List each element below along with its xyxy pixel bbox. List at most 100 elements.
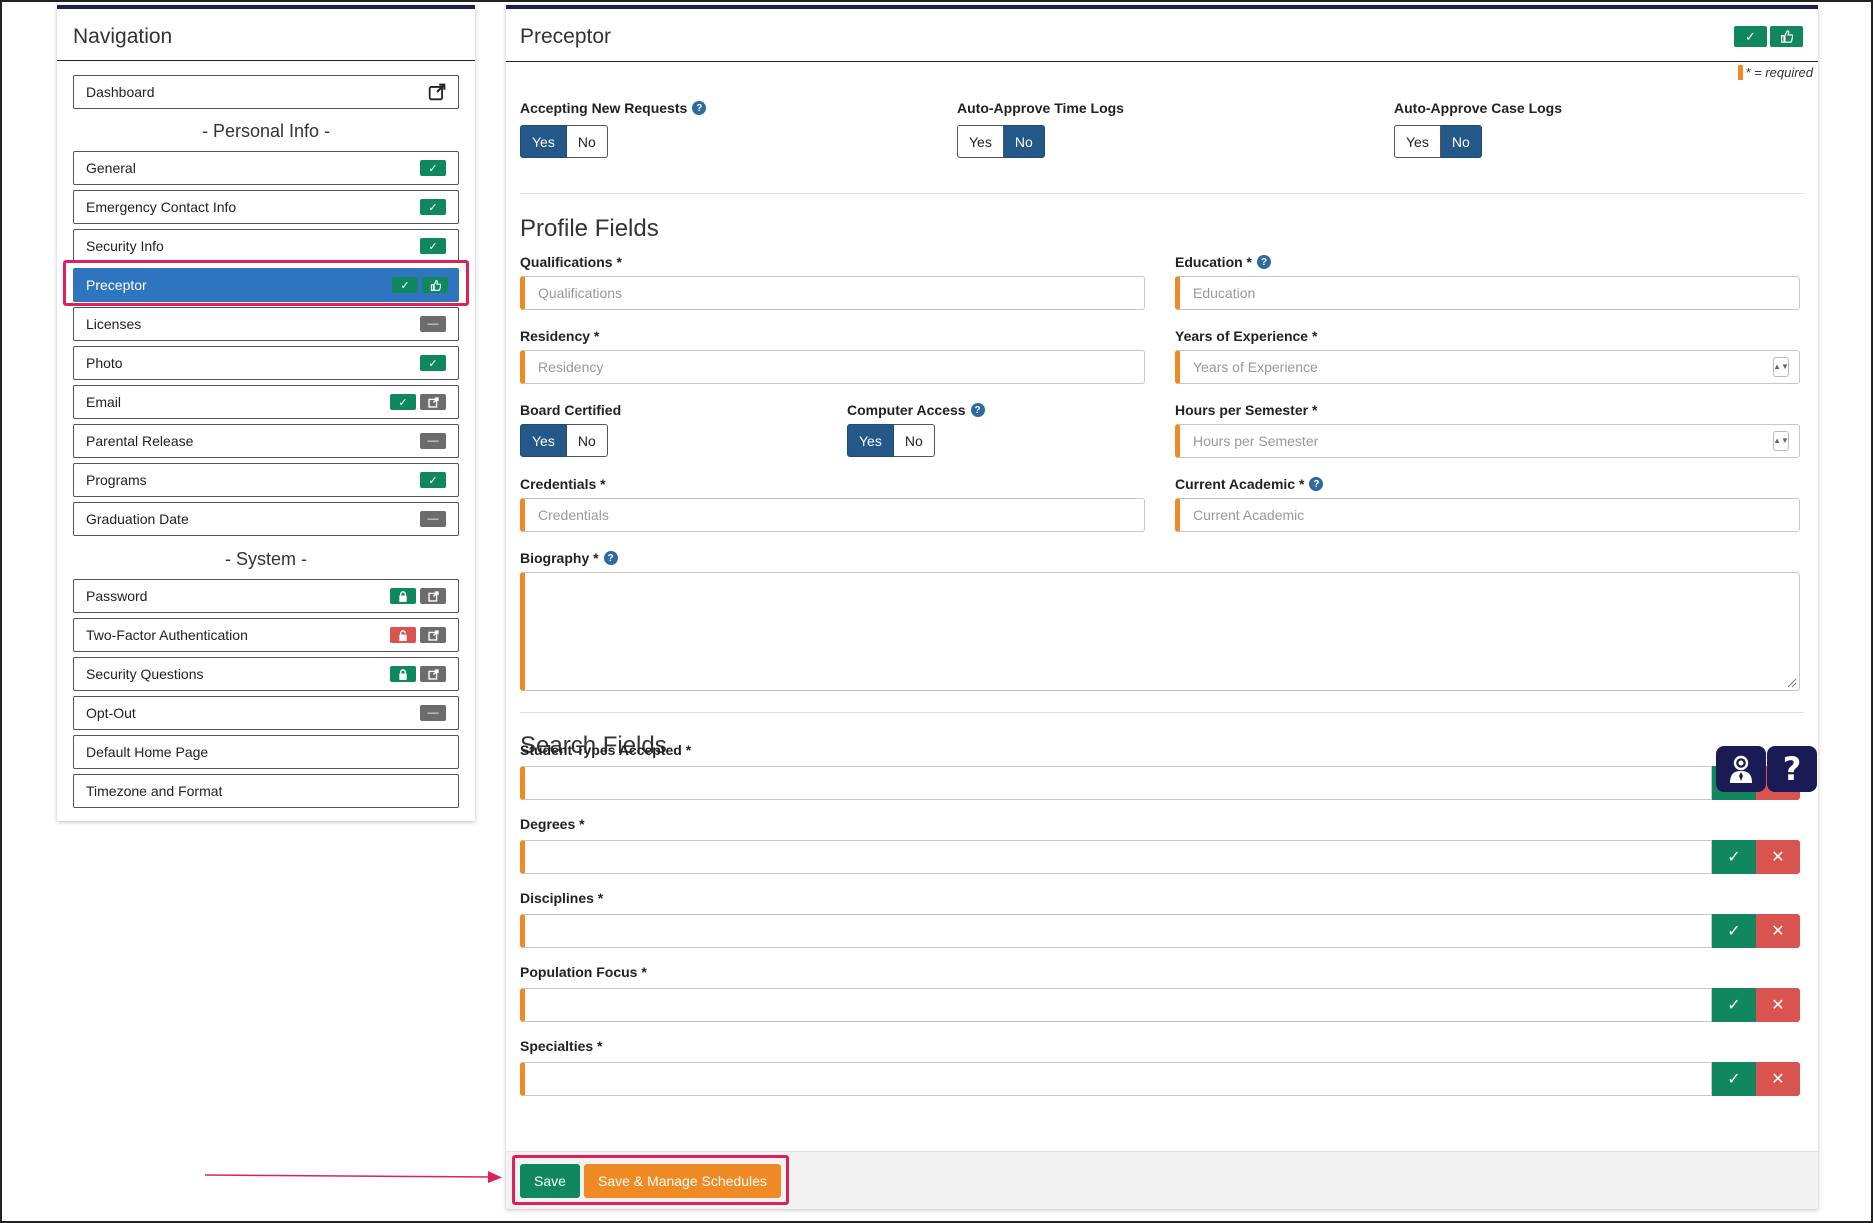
board-certified-label: Board Certified	[520, 402, 622, 418]
computer-no-button[interactable]: No	[893, 424, 935, 457]
select-all-button[interactable]: ✓	[1712, 1062, 1756, 1096]
nav-item-label: Preceptor	[86, 277, 147, 293]
current-academic-text: Current Academic *	[1175, 476, 1305, 492]
case-logs-yes-button[interactable]: Yes	[1394, 125, 1441, 158]
education-input[interactable]: Education	[1175, 276, 1800, 310]
computer-access-toggle: Yes No	[847, 424, 935, 457]
nav-item-opt-out[interactable]: Opt-Out —	[73, 696, 459, 730]
help-icon[interactable]: ?	[1257, 255, 1272, 269]
help-icon[interactable]: ?	[692, 101, 707, 115]
nav-item-default-home-page[interactable]: Default Home Page	[73, 735, 459, 769]
nav-item-programs[interactable]: Programs ✓	[73, 463, 459, 497]
accepting-no-button[interactable]: No	[566, 125, 608, 158]
accepting-requests-label: Accepting New Requests ?	[520, 100, 707, 116]
education-label: Education * ?	[1175, 254, 1272, 270]
nav-item-two-factor-authentication[interactable]: Two-Factor Authentication	[73, 618, 459, 652]
minus-icon: —	[420, 433, 446, 449]
qualifications-input[interactable]: Qualifications	[520, 276, 1145, 310]
nav-item-label: Parental Release	[86, 433, 194, 449]
nav-item-photo[interactable]: Photo ✓	[73, 346, 459, 380]
resize-handle-icon[interactable]	[1785, 676, 1797, 688]
years-experience-input[interactable]: Years of Experience ▲▼	[1175, 350, 1800, 384]
nav-item-graduation-date[interactable]: Graduation Date —	[73, 502, 459, 536]
time-logs-yes-button[interactable]: Yes	[957, 125, 1004, 158]
nav-item-label: Default Home Page	[86, 744, 209, 760]
biography-textarea[interactable]	[520, 572, 1800, 691]
clear-button[interactable]: ✕	[1756, 914, 1800, 948]
help-button[interactable]: ?	[1767, 746, 1817, 792]
time-logs-no-button[interactable]: No	[1003, 125, 1045, 158]
thumbs-up-icon	[1770, 26, 1803, 47]
check-icon: ✓	[1734, 26, 1767, 47]
status-icons: ✓	[420, 238, 446, 254]
nav-item-parental-release[interactable]: Parental Release —	[73, 424, 459, 458]
select-all-button[interactable]: ✓	[1712, 988, 1756, 1022]
check-icon: ✓	[392, 277, 418, 293]
clear-button[interactable]: ✕	[1756, 1062, 1800, 1096]
clear-button[interactable]: ✕	[1756, 988, 1800, 1022]
nav-item-label: Password	[86, 588, 148, 604]
search-field-label: Disciplines *	[520, 890, 604, 906]
search-field-input[interactable]	[520, 914, 1712, 948]
nav-item-label: Email	[86, 394, 122, 410]
nav-item-password[interactable]: Password	[73, 579, 459, 613]
computer-access-label: Computer Access ?	[847, 402, 985, 418]
check-icon: ✓	[390, 394, 416, 410]
status-icons: —	[420, 511, 446, 527]
check-icon: ✓	[420, 238, 446, 254]
search-field-row: ✓✕	[520, 914, 1800, 948]
board-yes-button[interactable]: Yes	[520, 424, 567, 457]
search-field-input[interactable]	[520, 766, 1712, 800]
system-heading: - System -	[224, 549, 307, 569]
check-icon: ✓	[1727, 923, 1741, 940]
search-field-input[interactable]	[520, 988, 1712, 1022]
status-icons	[390, 588, 446, 604]
help-icon[interactable]: ?	[1309, 477, 1324, 491]
case-logs-no-button[interactable]: No	[1440, 125, 1482, 158]
nav-item-label: Photo	[86, 355, 123, 371]
nav-item-label: Emergency Contact Info	[86, 199, 237, 215]
select-all-button[interactable]: ✓	[1712, 840, 1756, 874]
nav-item-general[interactable]: General ✓	[73, 151, 459, 185]
credentials-input[interactable]: Credentials	[520, 498, 1145, 532]
credentials-placeholder: Credentials	[538, 507, 609, 523]
save-manage-schedules-button[interactable]: Save & Manage Schedules	[584, 1164, 781, 1198]
nav-item-preceptor[interactable]: Preceptor ✓	[73, 268, 459, 302]
save-button[interactable]: Save	[520, 1164, 580, 1198]
nav-item-security-info[interactable]: Security Info ✓	[73, 229, 459, 263]
minus-icon: —	[420, 316, 446, 332]
current-academic-placeholder: Current Academic	[1193, 507, 1305, 523]
help-icon[interactable]: ?	[603, 551, 618, 565]
nav-item-label: Licenses	[86, 316, 142, 332]
close-icon: ✕	[1771, 849, 1785, 866]
nav-item-email[interactable]: Email ✓	[73, 385, 459, 419]
help-icon[interactable]: ?	[970, 403, 985, 417]
search-field-row: ✓✕	[520, 1062, 1800, 1096]
search-field-row: ✓✕	[520, 766, 1800, 800]
search-field-input[interactable]	[520, 1062, 1712, 1096]
lock-icon	[390, 666, 416, 682]
number-spinner-icon[interactable]: ▲▼	[1773, 357, 1789, 377]
current-academic-input[interactable]: Current Academic	[1175, 498, 1800, 532]
search-field-label: Degrees *	[520, 816, 585, 832]
nav-item-emergency-contact-info[interactable]: Emergency Contact Info ✓	[73, 190, 459, 224]
nav-item-security-questions[interactable]: Security Questions	[73, 657, 459, 691]
personal-info-list: General ✓ Emergency Contact Info ✓ Security …	[73, 151, 459, 536]
hours-semester-input[interactable]: Hours per Semester ▲▼	[1175, 424, 1800, 458]
search-field-input[interactable]	[520, 840, 1712, 874]
residency-input[interactable]: Residency	[520, 350, 1145, 384]
nav-item-licenses[interactable]: Licenses —	[73, 307, 459, 341]
board-no-button[interactable]: No	[566, 424, 608, 457]
user-support-icon	[1730, 755, 1752, 783]
external-link-icon	[428, 83, 446, 101]
accepting-yes-button[interactable]: Yes	[520, 125, 567, 158]
user-support-button[interactable]	[1716, 746, 1766, 792]
computer-yes-button[interactable]: Yes	[847, 424, 894, 457]
clear-button[interactable]: ✕	[1756, 840, 1800, 874]
nav-item-timezone-and-format[interactable]: Timezone and Format	[73, 774, 459, 808]
number-spinner-icon[interactable]: ▲▼	[1773, 431, 1789, 451]
nav-item-dashboard[interactable]: Dashboard	[73, 75, 459, 109]
select-all-button[interactable]: ✓	[1712, 914, 1756, 948]
auto-approve-time-logs-label: Auto-Approve Time Logs	[957, 100, 1124, 116]
pointer-arrow-icon	[205, 1171, 502, 1183]
